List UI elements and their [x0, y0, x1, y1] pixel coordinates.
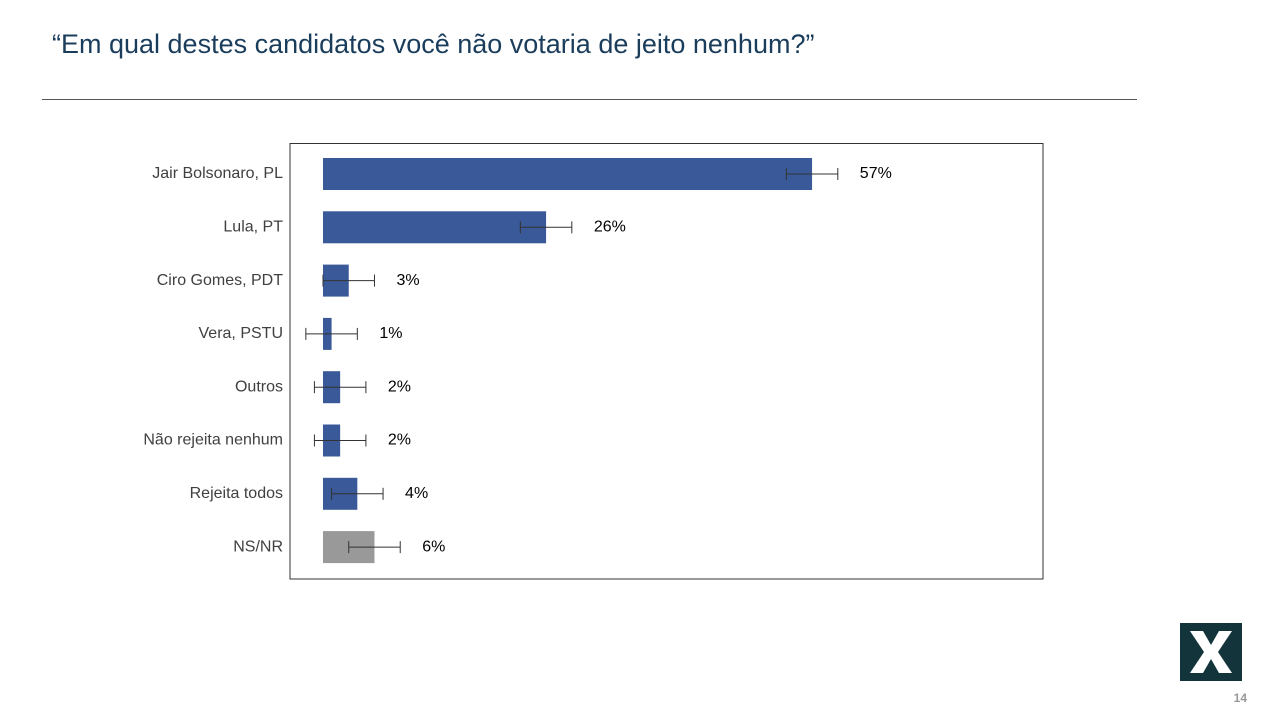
category-label: NS/NR — [233, 538, 283, 555]
logo-x — [1190, 631, 1232, 673]
page-number: 14 — [1234, 691, 1248, 705]
plot-frame — [289, 143, 1044, 580]
value-label: 57% — [860, 165, 892, 182]
value-label: 2% — [388, 432, 411, 449]
slide-title: “Em qual destes candidatos você não vota… — [52, 29, 814, 59]
category-label: Outros — [235, 378, 283, 395]
category-label: Não rejeita nenhum — [143, 432, 283, 449]
category-label: Jair Bolsonaro, PL — [152, 165, 283, 182]
value-label: 1% — [379, 325, 402, 342]
value-label: 26% — [594, 219, 626, 236]
logo — [1180, 623, 1242, 681]
bar — [323, 158, 813, 190]
category-label: Ciro Gomes, PDT — [157, 272, 283, 289]
category-label: Lula, PT — [223, 219, 283, 236]
value-label: 6% — [422, 538, 445, 555]
bar — [323, 211, 547, 244]
category-label: Vera, PSTU — [199, 325, 283, 342]
value-label: 4% — [405, 485, 428, 502]
value-label: 3% — [396, 272, 419, 289]
category-label: Rejeita todos — [190, 485, 283, 502]
value-label: 2% — [388, 378, 411, 395]
plot-area — [305, 158, 839, 564]
